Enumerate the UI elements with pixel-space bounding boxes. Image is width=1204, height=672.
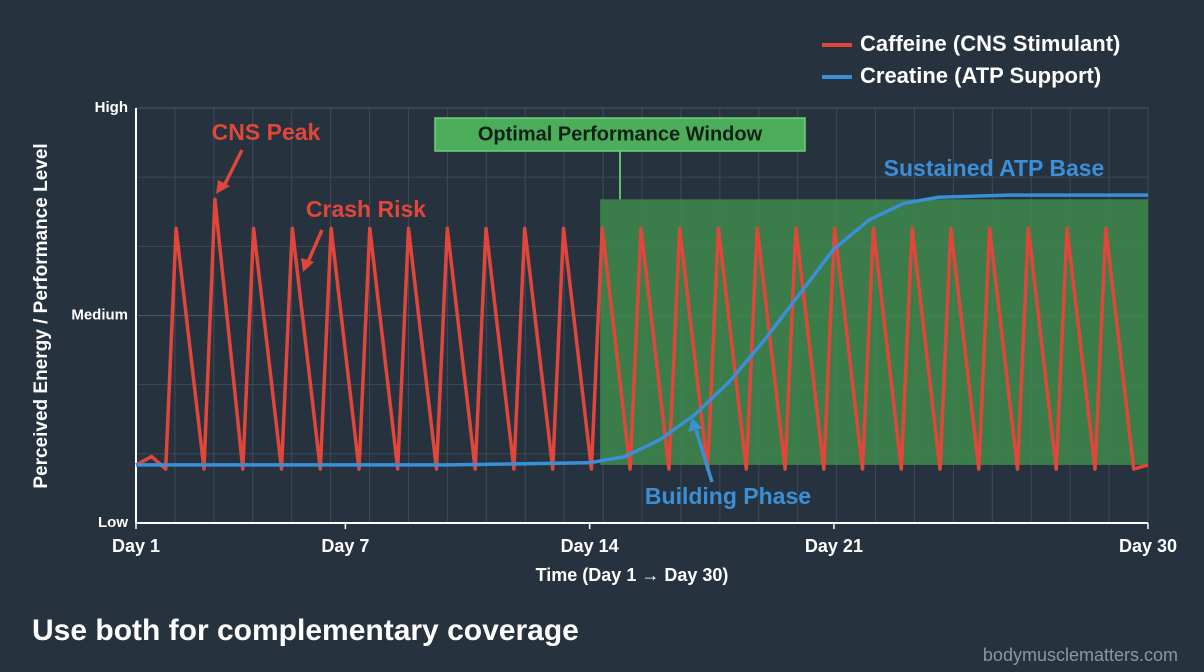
x-tick-label: Day 1 [112,536,160,556]
y-tick-label: Medium [71,306,128,323]
arrow-head [216,180,230,194]
y-axis-label: Perceived Energy / Performance Level [31,143,52,488]
series-line [136,193,1148,467]
y-tick-label: Low [98,514,128,531]
x-tick-label: Day 14 [561,536,619,556]
y-tick-label: High [95,99,128,116]
x-axis-label: Time (Day 1 → Day 30) [536,565,729,585]
x-tick-label: Day 7 [321,536,369,556]
annotation: Crash Risk [306,196,426,222]
arrow-head [688,418,702,432]
legend-label: Caffeine (CNS Stimulant) [860,31,1120,56]
annotation-arrow [306,229,324,263]
watermark: bodymusclematters.com [983,645,1178,665]
footer: Use both for complementary coverage [32,614,579,647]
x-tick-label: Day 30 [1119,536,1177,556]
annotation-arrow [694,429,714,483]
x-tick-label: Day 21 [805,536,863,556]
annotation: CNS Peak [212,119,321,145]
annotation: Sustained ATP Base [884,155,1105,181]
arrow-head [301,258,314,272]
legend-label: Creatine (ATP Support) [860,63,1101,88]
annotation-arrow [222,149,244,187]
series-line [135,197,1149,471]
window-label: Optimal Performance Window [478,123,763,145]
annotation: Building Phase [645,483,811,509]
window-label-box [434,117,806,152]
